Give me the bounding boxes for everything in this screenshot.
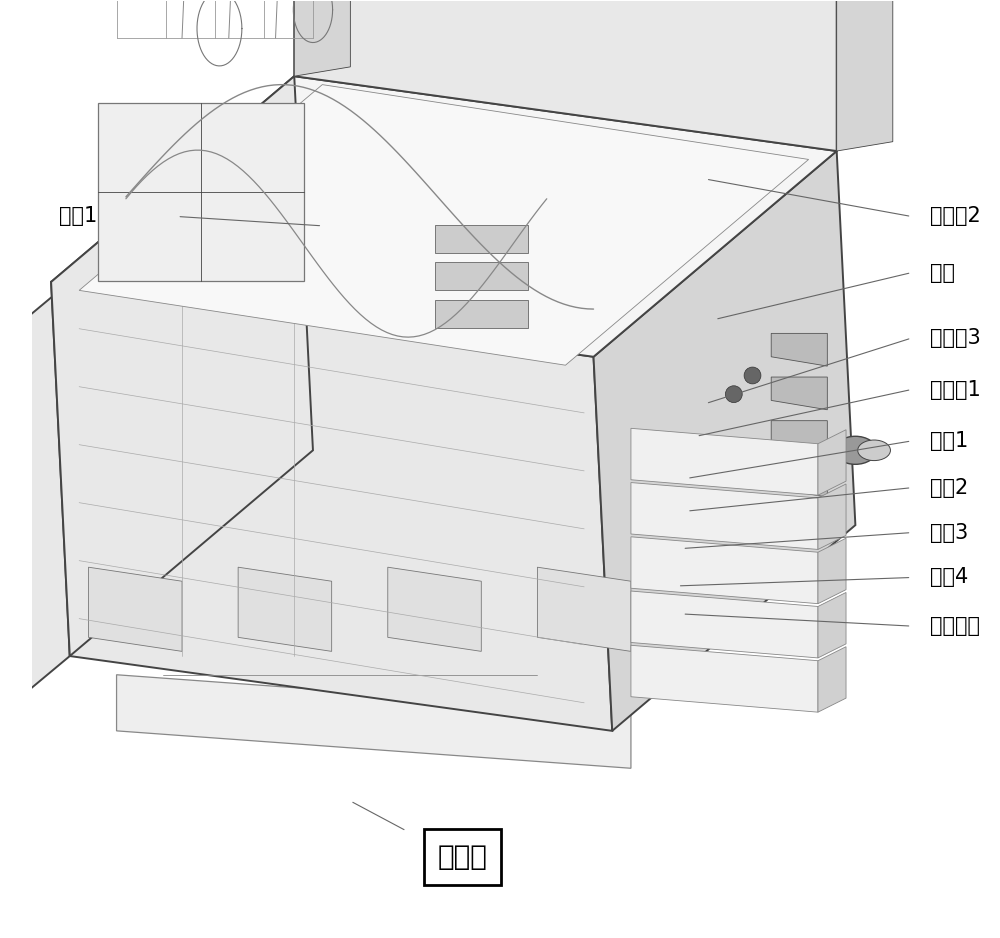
Circle shape <box>725 386 742 402</box>
Polygon shape <box>98 103 304 281</box>
Polygon shape <box>771 420 827 453</box>
Polygon shape <box>818 430 846 495</box>
Ellipse shape <box>834 436 876 464</box>
Polygon shape <box>818 538 846 604</box>
Polygon shape <box>51 76 837 356</box>
Polygon shape <box>837 0 893 151</box>
Polygon shape <box>51 76 313 656</box>
Polygon shape <box>435 225 528 253</box>
Polygon shape <box>294 0 837 151</box>
Polygon shape <box>771 464 827 497</box>
Polygon shape <box>818 484 846 550</box>
Ellipse shape <box>858 440 890 461</box>
Polygon shape <box>14 282 70 703</box>
Polygon shape <box>771 333 827 366</box>
Text: 滤波器3: 滤波器3 <box>930 328 981 348</box>
Polygon shape <box>238 567 332 651</box>
Polygon shape <box>89 567 182 651</box>
Text: 单板3: 单板3 <box>930 522 968 542</box>
Polygon shape <box>51 282 612 731</box>
Polygon shape <box>771 377 827 410</box>
Polygon shape <box>594 151 855 731</box>
Polygon shape <box>631 482 818 550</box>
Polygon shape <box>631 429 818 495</box>
Polygon shape <box>117 674 631 768</box>
Polygon shape <box>818 593 846 658</box>
Polygon shape <box>631 645 818 712</box>
Polygon shape <box>537 567 631 651</box>
Text: 滤波器2: 滤波器2 <box>930 206 981 226</box>
Text: 机械开关: 机械开关 <box>930 616 980 636</box>
Text: 外壳: 外壳 <box>930 263 955 282</box>
Polygon shape <box>818 646 846 712</box>
Polygon shape <box>631 591 818 658</box>
Text: 单板4: 单板4 <box>930 567 968 587</box>
Text: 单板1: 单板1 <box>930 431 968 451</box>
Text: 单板2: 单板2 <box>930 477 968 498</box>
Polygon shape <box>294 0 350 76</box>
Polygon shape <box>388 567 481 651</box>
Polygon shape <box>435 300 528 327</box>
Text: 金手指: 金手指 <box>438 843 488 871</box>
Circle shape <box>744 367 761 384</box>
Polygon shape <box>435 263 528 291</box>
Text: 电源1: 电源1 <box>59 206 97 226</box>
Polygon shape <box>79 84 809 365</box>
Polygon shape <box>631 537 818 604</box>
Text: 滤波器1: 滤波器1 <box>930 380 981 400</box>
